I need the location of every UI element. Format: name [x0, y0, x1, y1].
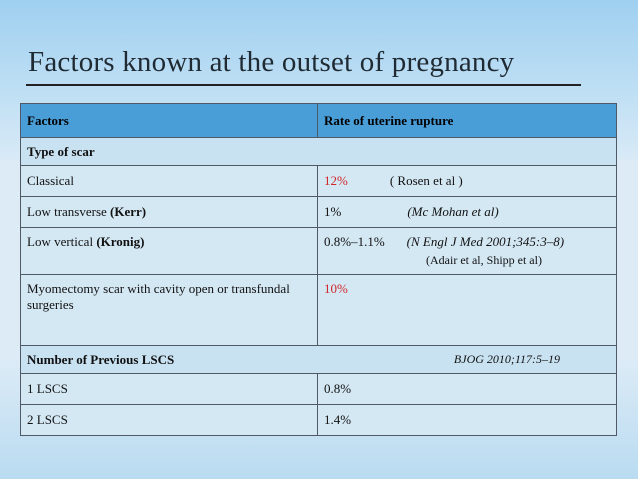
- table-row: Low transverse (Kerr) 1% (Mc Mohan et al): [20, 196, 617, 228]
- rate-cell: 12% ( Rosen et al ): [317, 165, 617, 197]
- reference-text: ( Rosen et al ): [389, 173, 463, 188]
- factor-cell: Low vertical (Kronig): [20, 227, 318, 275]
- table-header-row: Factors Rate of uterine rupture: [20, 103, 617, 138]
- section-row-previous-lscs: Number of Previous LSCS BJOG 2010;117:5–1…: [20, 345, 617, 374]
- factor-cell: Low transverse (Kerr): [20, 196, 318, 228]
- reference-text: (N Engl J Med 2001;345:3–8): [406, 234, 565, 249]
- lscs-count-cell: 2 LSCS: [20, 404, 318, 436]
- factor-cell: Myomectomy scar with cavity open or tran…: [20, 274, 318, 346]
- lscs-rate-cell: 1.4%: [317, 404, 617, 436]
- factor-eponym: (Kerr): [110, 204, 147, 219]
- header-factors: Factors: [20, 103, 318, 138]
- lscs-count-cell: 1 LSCS: [20, 373, 318, 405]
- table-row: Myomectomy scar with cavity open or tran…: [20, 274, 617, 346]
- table-row: Low vertical (Kronig) 0.8%–1.1% (N Engl J…: [20, 227, 617, 275]
- rate-cell: 10%: [317, 274, 617, 346]
- section-label-previous-lscs: Number of Previous LSCS BJOG 2010;117:5–1…: [20, 345, 617, 374]
- factor-text: Classical: [27, 173, 74, 188]
- reference-text: (Mc Mohan et al): [407, 204, 499, 219]
- factor-eponym: (Kronig): [96, 234, 145, 249]
- title-underline: [26, 84, 581, 86]
- section-row-type-of-scar: Type of scar: [20, 137, 617, 166]
- factor-text: Myomectomy scar with cavity open or tran…: [27, 281, 290, 312]
- rate-value: 12%: [324, 173, 348, 188]
- reference-text-secondary: (Adair et al, Shipp et al): [426, 253, 542, 267]
- header-rate: Rate of uterine rupture: [317, 103, 617, 138]
- rate-value: 10%: [324, 281, 348, 296]
- previous-lscs-reference: BJOG 2010;117:5–19: [453, 351, 560, 366]
- rate-value: 1%: [324, 204, 342, 219]
- rate-cell: 1% (Mc Mohan et al): [317, 196, 617, 228]
- previous-lscs-label: Number of Previous LSCS: [27, 351, 175, 367]
- factor-cell: Classical: [20, 165, 318, 197]
- table-row: Classical 12% ( Rosen et al ): [20, 165, 617, 197]
- factor-text: Low transverse: [27, 204, 111, 219]
- table-row: 1 LSCS 0.8%: [20, 373, 617, 405]
- factor-text: Low vertical: [27, 234, 97, 249]
- lscs-rate-cell: 0.8%: [317, 373, 617, 405]
- rate-cell: 0.8%–1.1% (N Engl J Med 2001;345:3–8) (Ada…: [317, 227, 617, 275]
- section-label-type-of-scar: Type of scar: [20, 137, 617, 166]
- slide-title: Factors known at the outset of pregnancy: [28, 46, 515, 78]
- table-row: 2 LSCS 1.4%: [20, 404, 617, 436]
- rate-value: 0.8%–1.1%: [324, 234, 385, 249]
- uterine-rupture-table: Factors Rate of uterine rupture Type of …: [20, 103, 617, 436]
